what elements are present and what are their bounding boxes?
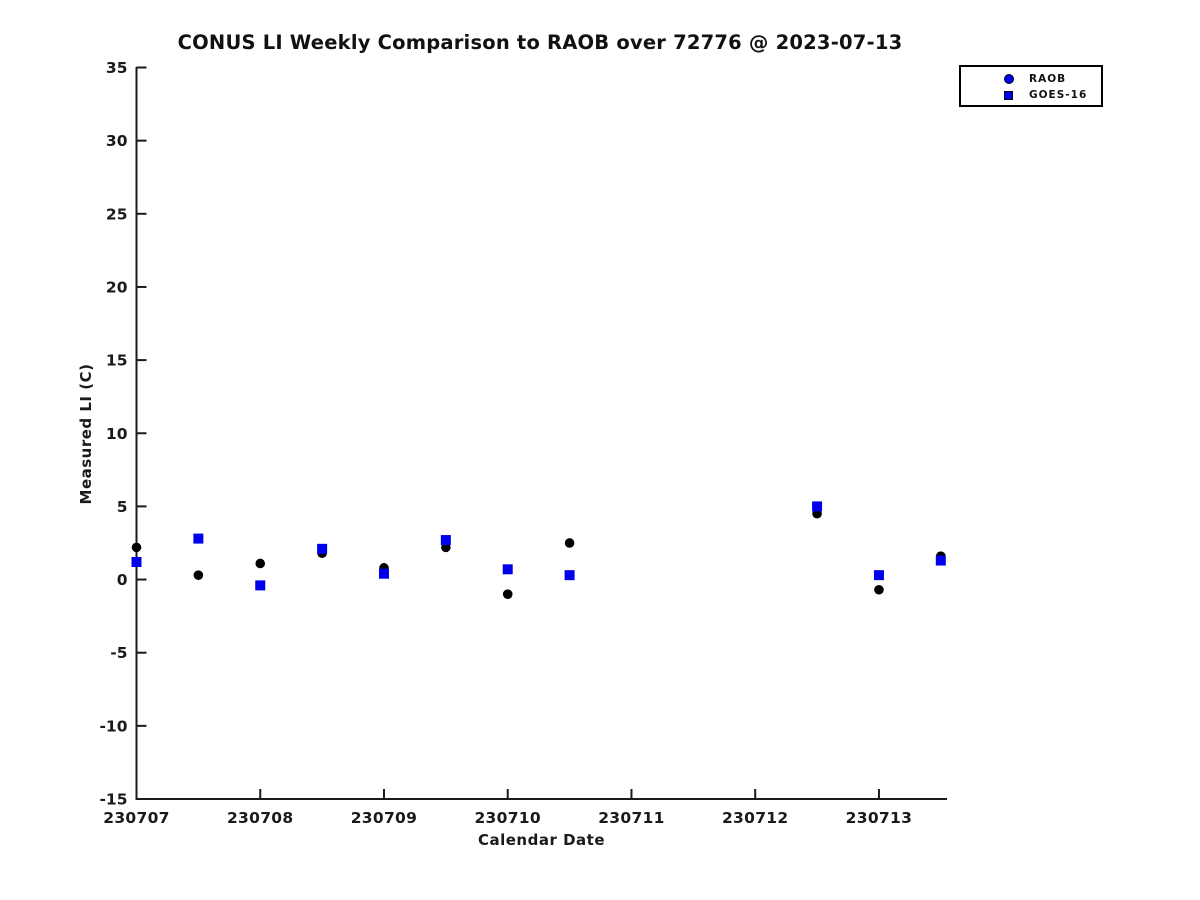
x-tick-label: 230712 (722, 809, 789, 827)
goes16-square-icon (1004, 90, 1013, 100)
legend-item-goes16: GOES-16 (961, 87, 1101, 103)
goes-16-marker (440, 535, 451, 546)
raob-marker (255, 558, 266, 569)
x-tick-label: 230708 (227, 809, 294, 827)
x-tick-label: 230711 (598, 809, 665, 827)
y-tick-label: 0 (117, 571, 128, 589)
chart-title: CONUS LI Weekly Comparison to RAOB over … (177, 31, 903, 54)
raob-marker (502, 589, 513, 599)
legend: RAOB GOES-16 (959, 65, 1103, 107)
raob-marker (131, 542, 142, 553)
raob-marker (193, 570, 204, 580)
x-tick-label: 230707 (103, 809, 170, 827)
goes-16-marker (317, 543, 328, 554)
raob-marker (564, 538, 575, 548)
y-tick-label: 20 (106, 278, 128, 296)
goes16-legend-marker-cell (988, 90, 1029, 100)
x-tick-label: 230710 (474, 809, 541, 827)
raob-circle-icon (1003, 74, 1014, 84)
y-tick-label: 25 (106, 205, 128, 223)
goes-16-marker (193, 533, 204, 544)
y-tick-label: -5 (110, 644, 127, 662)
raob-legend-marker-cell (988, 74, 1029, 84)
goes-16-marker (935, 555, 946, 566)
x-tick-label: 230713 (846, 809, 913, 827)
goes-16-marker (502, 564, 513, 575)
goes-16-marker (131, 556, 142, 567)
x-tick-label: 230709 (351, 809, 418, 827)
x-axis-label: Calendar Date (477, 831, 606, 849)
goes-16-marker (255, 580, 266, 591)
y-axis-label: Measured LI (C) (77, 363, 95, 505)
y-tick-label: -10 (99, 717, 127, 735)
legend-label-raob: RAOB (1029, 73, 1067, 85)
goes-16-marker (564, 570, 575, 581)
y-tick-label: 15 (106, 352, 128, 370)
y-tick-label: 35 (106, 59, 128, 77)
legend-item-raob: RAOB (961, 71, 1101, 87)
goes-16-marker (378, 568, 389, 579)
legend-label-goes16: GOES-16 (1029, 89, 1088, 101)
y-tick-label: 30 (106, 132, 128, 150)
raob-marker (874, 584, 884, 595)
y-tick-label: 5 (117, 498, 128, 516)
y-tick-label: 10 (106, 425, 128, 443)
goes-16-marker (812, 501, 823, 512)
goes-16-marker (873, 570, 884, 581)
y-tick-label: -15 (99, 791, 127, 809)
